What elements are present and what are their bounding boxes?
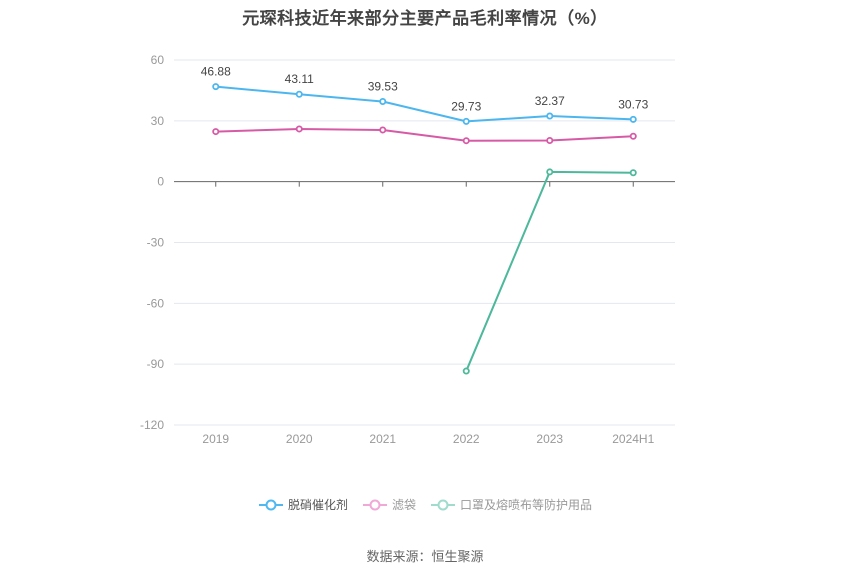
legend-label: 脱硝催化剂 — [287, 498, 348, 512]
data-source: 数据来源：恒生聚源 — [366, 549, 484, 564]
x-tick-label: 2020 — [286, 432, 313, 446]
data-point[interactable] — [629, 115, 637, 123]
data-point[interactable] — [295, 125, 303, 133]
y-tick-label: -60 — [147, 296, 165, 310]
y-tick-label: 60 — [151, 53, 165, 67]
legend-item-filter-bag[interactable]: 滤袋 — [362, 496, 416, 513]
y-axis: 60 30 0 -30 -60 -90 -120 — [140, 53, 164, 432]
data-label: 39.53 — [368, 80, 398, 94]
series-0 — [212, 83, 637, 125]
data-point[interactable] — [379, 126, 387, 134]
y-tick-label: -90 — [147, 357, 165, 371]
legend-line-circle-icon — [362, 499, 387, 510]
data-labels: 46.88 43.11 39.53 29.73 32.37 30.73 — [201, 65, 649, 114]
data-point[interactable] — [546, 168, 554, 176]
data-point[interactable] — [546, 112, 554, 120]
data-point[interactable] — [629, 169, 637, 177]
data-point[interactable] — [295, 90, 303, 98]
x-tick-label: 2021 — [369, 432, 396, 446]
legend-line-circle-icon — [258, 499, 283, 510]
x-tick-label: 2024H1 — [612, 432, 654, 446]
legend-label: 口罩及熔喷布等防护用品 — [460, 498, 593, 512]
data-label: 29.73 — [451, 99, 481, 113]
legend-item-masks-meltblown[interactable]: 口罩及熔喷布等防护用品 — [430, 496, 592, 513]
data-label: 30.73 — [618, 97, 648, 111]
data-label: 43.11 — [285, 72, 314, 86]
legend-label: 滤袋 — [391, 498, 416, 512]
y-tick-label: 0 — [157, 175, 164, 189]
legend-item-denitration-catalyst[interactable]: 脱硝催化剂 — [258, 496, 348, 513]
y-tick-label: -30 — [147, 236, 165, 250]
x-axis: 2019 2020 2021 2022 2023 2024H1 — [174, 181, 675, 446]
grid-lines — [174, 59, 675, 426]
data-point[interactable] — [462, 117, 470, 125]
series-1 — [212, 125, 637, 145]
chart-title: 元琛科技近年来部分主要产品毛利率情况（%） — [242, 9, 608, 28]
legend-line-circle-icon — [431, 499, 455, 510]
series-lines — [212, 83, 637, 375]
x-tick-label: 2019 — [202, 432, 229, 446]
data-point[interactable] — [212, 83, 220, 91]
y-tick-label: 30 — [151, 114, 165, 128]
y-tick-label: -120 — [140, 418, 164, 432]
legend: 脱硝催化剂 滤袋 口罩及熔喷布等防护用品 — [0, 496, 850, 513]
data-point[interactable] — [629, 132, 637, 140]
data-label: 32.37 — [535, 94, 565, 108]
data-point[interactable] — [546, 137, 554, 145]
data-label: 46.88 — [201, 65, 231, 79]
data-point[interactable] — [212, 128, 220, 136]
x-tick-label: 2023 — [536, 432, 563, 446]
series-2 — [462, 168, 637, 375]
data-point[interactable] — [379, 98, 387, 106]
x-tick-label: 2022 — [453, 432, 480, 446]
data-point[interactable] — [462, 367, 470, 375]
data-point[interactable] — [462, 137, 470, 145]
